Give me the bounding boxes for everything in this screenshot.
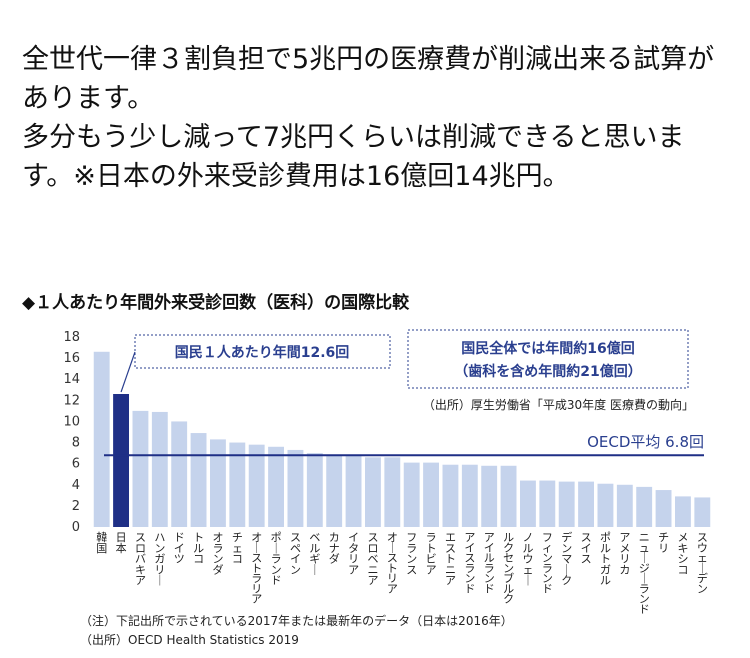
bar-ルクセンブルク xyxy=(500,465,517,527)
bar-ニュージーランド xyxy=(636,486,653,527)
post-paragraph-1: 全世代一律３割負担で5兆円の医療費が削減出来る試算があります。 xyxy=(22,44,715,114)
bars xyxy=(93,351,711,527)
x-tick-label: ラトビア xyxy=(426,531,437,576)
x-tick-label: デンマ｜ク xyxy=(561,530,572,587)
x-tick-label: エストニア xyxy=(445,531,456,587)
bar-アイルランド xyxy=(481,465,498,527)
y-tick-label: 18 xyxy=(63,330,80,345)
annotation-pointer xyxy=(120,351,136,393)
oecd-average-label: OECD平均 6.8回 xyxy=(587,433,704,451)
x-tick-label: アメリカ xyxy=(619,531,630,576)
y-tick-label: 10 xyxy=(63,414,80,429)
y-tick-label: 8 xyxy=(72,436,80,451)
bar-カナダ xyxy=(326,455,343,527)
x-tick-label: ルクセンブルク xyxy=(503,531,514,606)
bar-スロバキア xyxy=(132,410,149,527)
x-tick-label: ニュ｜ジ｜ランド xyxy=(639,531,650,616)
x-tick-label: イタリア xyxy=(348,531,359,576)
bar-チリ xyxy=(655,490,672,527)
x-tick-label: オ｜ストラリア xyxy=(251,531,262,606)
bar-メキシコ xyxy=(674,496,691,527)
x-tick-label: スペイン xyxy=(290,531,301,576)
y-tick-label: 14 xyxy=(63,372,80,387)
y-tick-label: 2 xyxy=(72,499,80,514)
bar-ラトビア xyxy=(423,462,440,527)
post-text: 全世代一律３割負担で5兆円の医療費が削減出来る試算があります。 多分もう少し減っ… xyxy=(22,40,734,196)
bar-スペイン xyxy=(287,449,304,527)
bar-デンマーク xyxy=(558,481,575,527)
post-paragraph-2: 多分もう少し減って7兆円くらいは削減できると思います。※日本の外来受診費用は16… xyxy=(22,122,685,192)
y-tick-label: 6 xyxy=(72,457,80,472)
y-axis: 0 2 4 6 8 10 12 14 16 18 xyxy=(63,330,80,535)
bar-日本 xyxy=(113,394,130,527)
x-tick-label: スイス xyxy=(581,531,592,566)
category-labels: 韓国日本スロバキアハンガリ｜ドイツトルコオランダチェコオ｜ストラリアポ｜ランドス… xyxy=(96,530,708,616)
bar-トルコ xyxy=(190,433,207,527)
bar-イタリア xyxy=(345,455,362,527)
bar-スロベニア xyxy=(364,457,381,527)
bar-ノルウェー xyxy=(519,480,536,527)
bar-ドイツ xyxy=(171,421,188,527)
bar-スウェーデン xyxy=(694,497,711,527)
x-tick-label: フィンランド xyxy=(542,531,553,595)
y-tick-label: 16 xyxy=(63,351,80,366)
x-tick-label: ポ｜ランド xyxy=(271,531,282,587)
bar-アメリカ xyxy=(616,484,633,527)
x-tick-label: トルコ xyxy=(193,531,204,566)
bar-ハンガリー xyxy=(151,411,168,527)
bar-フランス xyxy=(403,462,420,527)
x-tick-label: ドイツ xyxy=(174,531,185,566)
bar-チェコ xyxy=(229,442,246,527)
y-tick-label: 4 xyxy=(72,478,80,493)
total-annotation-line-2: （歯科を含め年間約21億回） xyxy=(454,363,641,380)
y-tick-label: 0 xyxy=(72,520,80,535)
bar-オランダ xyxy=(209,439,226,527)
x-tick-label: ポルトガル xyxy=(600,531,611,587)
x-tick-label: ノルウェ｜ xyxy=(522,531,533,587)
x-tick-label: 韓国 xyxy=(96,531,107,555)
x-tick-label: ベルギ｜ xyxy=(309,531,320,576)
x-tick-label: ハンガリ｜ xyxy=(154,531,165,587)
bar-フィンランド xyxy=(539,480,556,527)
x-tick-label: アイルランド xyxy=(484,531,495,595)
source-note: （出所）厚生労働省「平成30年度 医療費の動向」 xyxy=(423,397,694,412)
x-tick-label: スロバキア xyxy=(135,531,146,587)
bar-スイス xyxy=(578,481,595,527)
bar-ポルトガル xyxy=(597,483,614,527)
x-tick-label: 日本 xyxy=(116,531,127,555)
y-tick-label: 12 xyxy=(63,393,80,408)
x-tick-label: オランダ xyxy=(212,531,223,576)
x-tick-label: スウェ｜デン xyxy=(697,531,708,595)
bar-ポーランド xyxy=(268,446,285,527)
bar-アイスランド xyxy=(461,464,478,527)
bar-ベルギー xyxy=(306,453,323,527)
x-tick-label: チェコ xyxy=(232,531,243,566)
x-tick-label: カナダ xyxy=(329,531,340,566)
bar-エストニア xyxy=(442,464,459,527)
footnote-source: （出所）OECD Health Statistics 2019 xyxy=(80,633,299,647)
per-person-annotation: 国民１人あたり年間12.6回 xyxy=(175,344,350,361)
x-tick-label: チリ xyxy=(658,531,669,555)
chart-title: ◆１人あたり年間外来受診回数（医科）の国際比較 xyxy=(22,293,410,313)
bar-オーストラリア xyxy=(248,444,265,527)
total-annotation-box xyxy=(407,329,689,389)
x-tick-label: メキシコ xyxy=(677,531,688,576)
footnote-note: （注）下記出所で示されている2017年または最新年のデータ（日本は2016年） xyxy=(80,614,513,628)
x-tick-label: オ｜ストリア xyxy=(387,531,398,595)
bar-韓国 xyxy=(93,351,110,527)
x-tick-label: スロベニア xyxy=(367,531,378,587)
bar-オーストリア xyxy=(384,457,401,527)
x-tick-label: フランス xyxy=(406,531,417,576)
x-tick-label: アイスランド xyxy=(464,531,475,595)
total-annotation-line-1: 国民全体では年間約16億回 xyxy=(461,340,634,357)
